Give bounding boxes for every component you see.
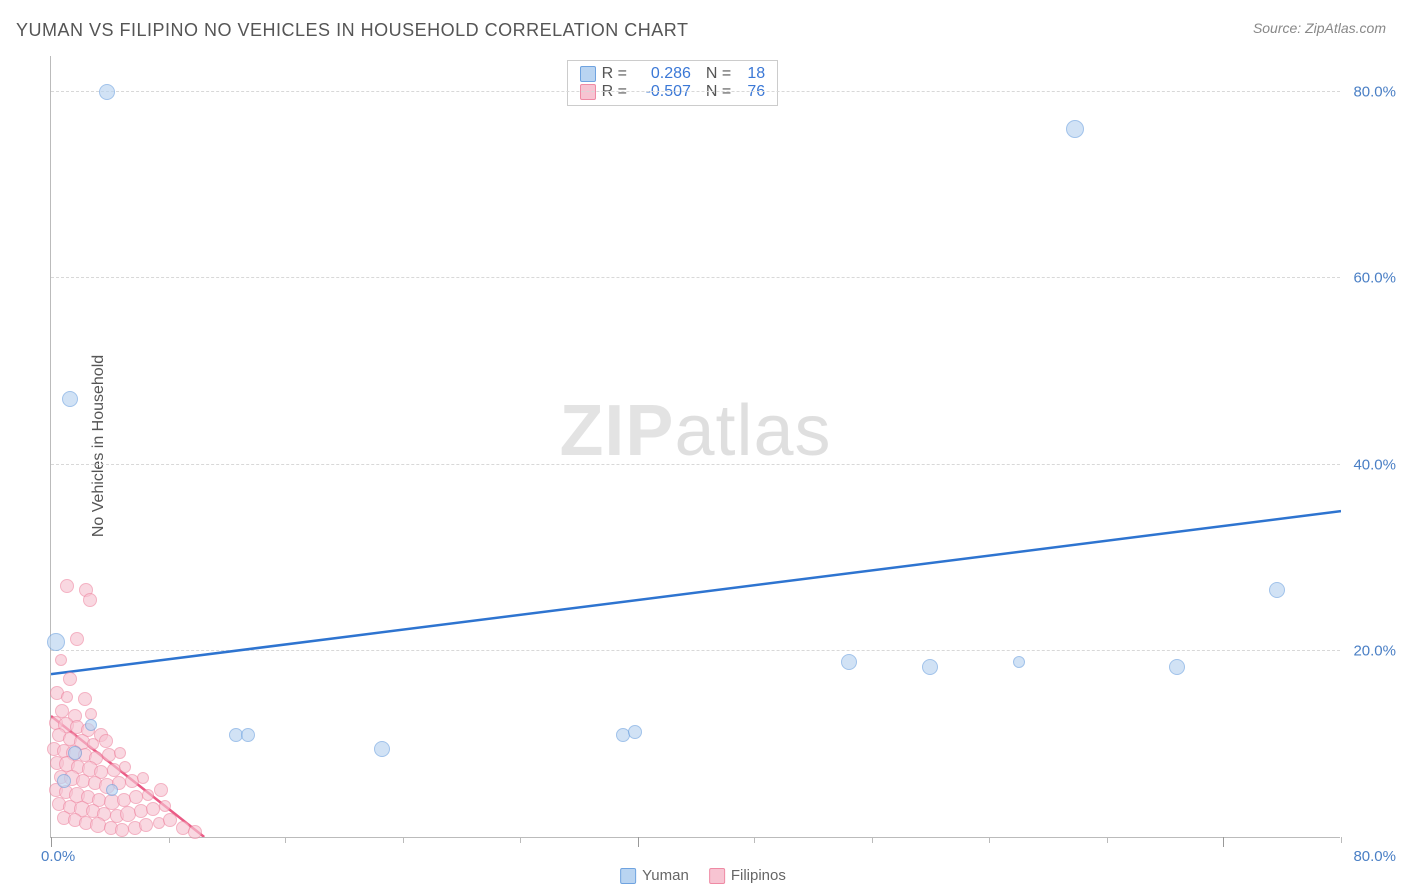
filipino-point [78,692,92,706]
yuman-point [1169,659,1185,675]
filipino-point [154,783,168,797]
filipino-point [60,579,74,593]
x-tick-major [1223,837,1224,847]
stats-row-yuman: R = 0.286 N = 18 [580,65,766,83]
legend-label-yuman: Yuman [642,867,689,884]
yuman-point [922,659,938,675]
x-tick-minor [169,837,170,843]
y-tick-label: 60.0% [1353,270,1396,287]
filipino-point [87,738,99,750]
yuman-point [57,774,71,788]
filipino-point [159,800,171,812]
yuman-point [241,728,255,742]
legend-item-filipino: Filipinos [709,867,786,884]
watermark: ZIPatlas [559,390,831,472]
filipino-point [55,654,67,666]
gridline [51,464,1340,465]
filipino-point [137,772,149,784]
correlation-stats-box: R = 0.286 N = 18 R = -0.507 N = 76 [567,60,779,106]
x-tick-minor [989,837,990,843]
trendlines-layer [51,55,1341,837]
gridline [51,277,1340,278]
filipino-point [117,793,131,807]
filipino-point [70,632,84,646]
x-tick-minor [403,837,404,843]
stat-label: N = [697,65,731,83]
x-axis-max-label: 80.0% [1353,848,1396,865]
filipino-point [146,802,160,816]
r-value-yuman: 0.286 [633,65,691,83]
yuman-point [841,654,857,670]
filipino-point [188,825,202,839]
yuman-point [1013,656,1025,668]
n-value-yuman: 18 [737,65,765,83]
bottom-legend: Yuman Filipinos [620,867,786,884]
filipino-point [63,672,77,686]
y-tick-label: 20.0% [1353,642,1396,659]
filipino-point [115,823,129,837]
watermark-bold: ZIP [559,391,674,471]
filipino-swatch-icon [709,868,725,884]
yuman-point [47,633,65,651]
yuman-point [1269,582,1285,598]
y-tick-label: 40.0% [1353,456,1396,473]
x-tick-minor [285,837,286,843]
yuman-point [628,725,642,739]
x-tick-minor [1107,837,1108,843]
yuman-point [85,719,97,731]
legend-label-filipino: Filipinos [731,867,786,884]
yuman-swatch-icon [580,66,596,82]
legend-item-yuman: Yuman [620,867,689,884]
gridline [51,650,1340,651]
scatter-plot-area: ZIPatlas R = 0.286 N = 18 R = -0.507 N =… [50,56,1340,838]
x-tick-major [51,837,52,847]
yuman-point [68,746,82,760]
filipino-point [99,734,113,748]
yuman-point [106,784,118,796]
x-tick-minor [520,837,521,843]
watermark-light: atlas [674,391,831,471]
gridline [51,91,1340,92]
filipino-point [83,593,97,607]
filipino-point [114,747,126,759]
yuman-point [374,741,390,757]
x-tick-minor [872,837,873,843]
y-tick-label: 80.0% [1353,84,1396,101]
yuman-point [62,391,78,407]
yuman-point [1066,120,1084,138]
chart-title: YUMAN VS FILIPINO NO VEHICLES IN HOUSEHO… [16,20,688,41]
x-tick-minor [754,837,755,843]
x-tick-minor [1341,837,1342,843]
yuman-swatch-icon [620,868,636,884]
filipino-point [119,761,131,773]
source-attribution: Source: ZipAtlas.com [1253,20,1386,36]
filipino-point [139,818,153,832]
filipino-point [163,813,177,827]
filipino-point [142,789,154,801]
filipino-point [61,691,73,703]
yuman-point [99,84,115,100]
x-axis-min-label: 0.0% [41,848,75,865]
x-tick-major [638,837,639,847]
stat-label: R = [602,65,627,83]
